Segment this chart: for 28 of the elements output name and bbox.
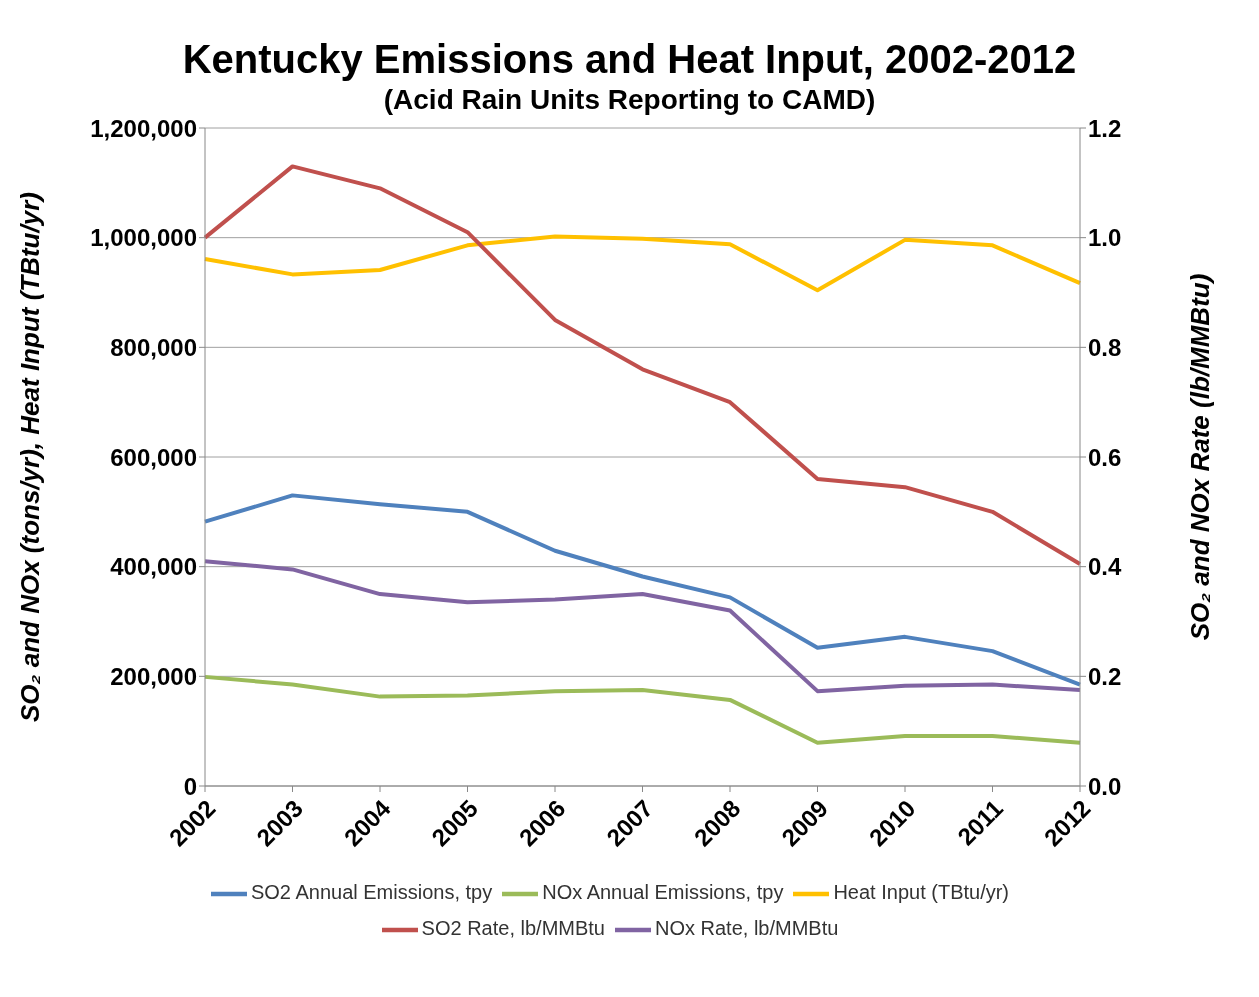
legend-label: Heat Input (TBtu/yr) <box>833 881 1010 904</box>
y2-axis-title: SO₂ and NOx Rate (lb/MMBtu) <box>1185 273 1216 641</box>
y-tick-label: 800,000 <box>110 333 197 361</box>
y-axis-title: SO₂ and NOx (tons/yr), Heat Input (TBtu/yr) <box>15 192 46 722</box>
y2-tick-label: 0.4 <box>1088 553 1123 581</box>
y-tick-label: 600,000 <box>110 443 197 471</box>
chart-subtitle: (Acid Rain Units Reporting to CAMD) <box>383 84 876 115</box>
y2-tick-label: 1.2 <box>1088 114 1122 142</box>
line-series <box>203 234 1082 293</box>
y-tick-label: 1,000,000 <box>90 224 197 252</box>
line-series <box>203 164 1082 566</box>
line-series <box>203 493 1082 687</box>
chart-title: Kentucky Emissions and Heat Input, 2002-2012 <box>181 36 1078 82</box>
legend-label: SO2 Rate, lb/MMBtu <box>421 917 605 940</box>
legend-label: NOx Rate, lb/MMBtu <box>655 917 839 940</box>
y2-tick-label: 0.2 <box>1088 662 1122 690</box>
legend-label: NOx Annual Emissions, tpy <box>542 881 784 904</box>
line-series <box>203 674 1082 745</box>
line-series <box>203 559 1082 694</box>
y2-tick-label: 0.8 <box>1088 333 1122 361</box>
legend-label: SO2 Annual Emissions, tpy <box>250 881 493 904</box>
y2-tick-label: 0.0 <box>1088 772 1122 800</box>
y2-tick-label: 1.0 <box>1088 224 1122 252</box>
y2-tick-label: 0.6 <box>1088 443 1122 471</box>
y-tick-label: 400,000 <box>110 553 197 581</box>
y-tick-label: 200,000 <box>110 662 197 690</box>
y-tick-label: 0 <box>183 772 197 800</box>
y-tick-label: 1,200,000 <box>90 114 197 142</box>
